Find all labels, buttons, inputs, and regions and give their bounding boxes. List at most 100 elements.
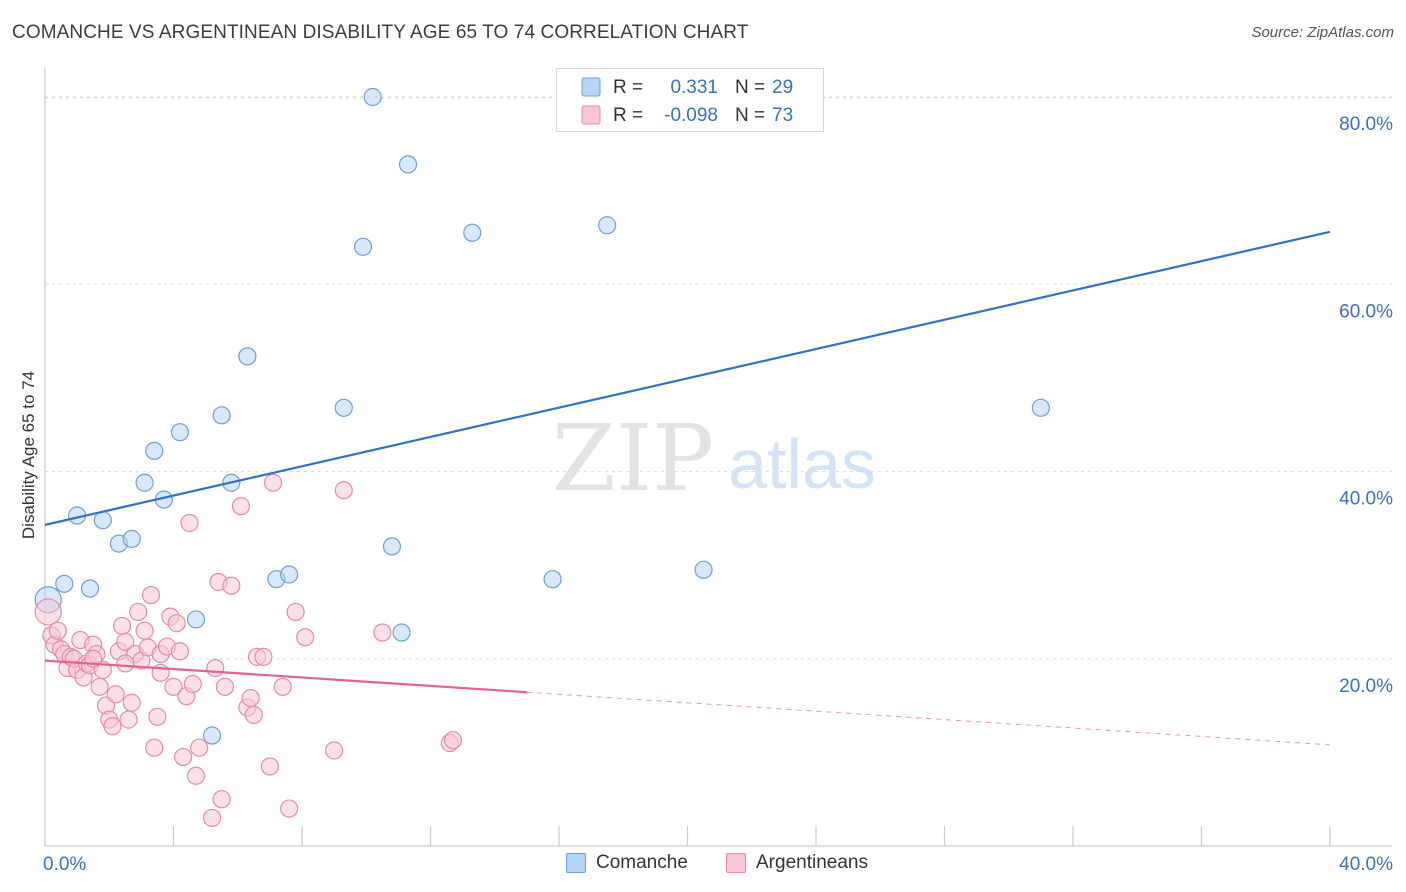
argentinean-point bbox=[174, 747, 193, 767]
argentinean-point bbox=[116, 632, 135, 651]
argentinean-legend-swatch bbox=[581, 105, 601, 125]
argentinean-point bbox=[116, 654, 135, 673]
argentinean-point bbox=[167, 614, 186, 633]
y-tick-label-80: 80.0% bbox=[1339, 114, 1393, 135]
comanche-point bbox=[543, 570, 562, 589]
comanche-point bbox=[398, 155, 418, 174]
comanche-point bbox=[80, 579, 100, 598]
argentinean-point bbox=[244, 705, 263, 725]
y-axis-label: Disability Age 65 to 74 bbox=[19, 371, 38, 539]
argentinean-point bbox=[180, 513, 199, 533]
comanche-point bbox=[463, 223, 482, 242]
chart-title: COMANCHE VS ARGENTINEAN DISABILITY AGE 6… bbox=[12, 22, 749, 43]
argentinean-point bbox=[183, 674, 202, 694]
argentinean-legend-label: Argentineans bbox=[756, 852, 868, 873]
argentinean-point bbox=[148, 707, 167, 726]
argentinean-point bbox=[325, 741, 344, 760]
comanche-point bbox=[1031, 398, 1050, 417]
argentinean-point bbox=[296, 628, 315, 647]
argentinean-point bbox=[286, 602, 305, 622]
comanche-point bbox=[145, 441, 164, 461]
argentinean-point bbox=[190, 738, 209, 757]
argentinean-point bbox=[231, 497, 251, 516]
argentinean-point bbox=[145, 738, 164, 757]
comanche-point bbox=[392, 623, 411, 642]
watermark: ZIP atlas bbox=[552, 405, 876, 512]
comanche-point bbox=[122, 529, 141, 549]
argentinean-trend-line bbox=[44, 659, 527, 694]
legend-item-argentineans: Argentineans bbox=[726, 852, 868, 874]
comanche-point bbox=[280, 565, 299, 584]
comanche-point bbox=[694, 560, 713, 579]
legend-item-comanche: Comanche bbox=[566, 852, 688, 874]
argentinean-point bbox=[260, 757, 279, 776]
argentinean-r-value: -0.098 bbox=[664, 105, 718, 126]
argentinean-point bbox=[273, 677, 292, 696]
stats-legend-graphic: R = 0.331 N = 29 R = -0.098 N = 73 bbox=[581, 77, 793, 126]
comanche-n-label: N = bbox=[735, 77, 765, 98]
argentinean-point bbox=[263, 473, 283, 492]
argentinean-n-label: N = bbox=[735, 105, 765, 126]
argentinean-point bbox=[34, 598, 62, 626]
comanche-r-label: R = bbox=[613, 77, 643, 98]
argentinean-point bbox=[106, 685, 125, 704]
comanche-legend-swatch bbox=[581, 77, 601, 97]
argentinean-swatch bbox=[726, 853, 746, 873]
axis-layer bbox=[44, 68, 1392, 847]
comanche-point bbox=[55, 574, 74, 593]
argentinean-point bbox=[48, 621, 67, 640]
argentinean-point bbox=[373, 623, 392, 642]
argentinean-point bbox=[112, 616, 132, 636]
comanche-point bbox=[238, 347, 257, 366]
argentinean-point bbox=[164, 677, 183, 696]
argentinean-point bbox=[90, 677, 109, 696]
comanche-swatch bbox=[566, 853, 586, 873]
argentinean-point bbox=[141, 585, 161, 605]
argentinean-n-value: 73 bbox=[772, 105, 793, 126]
y-tick-label-20: 20.0% bbox=[1339, 676, 1393, 697]
argentinean-point bbox=[443, 731, 463, 750]
argentinean-r-label: R = bbox=[613, 105, 643, 126]
comanche-point bbox=[382, 537, 402, 556]
argentinean-trend-extension bbox=[526, 691, 1331, 746]
argentinean-point bbox=[103, 717, 122, 736]
argentinean-point bbox=[254, 647, 273, 666]
y-tick-label-60: 60.0% bbox=[1339, 301, 1393, 322]
argentinean-point bbox=[170, 642, 190, 661]
comanche-point bbox=[93, 511, 112, 530]
comanche-point bbox=[353, 237, 373, 256]
points-layer bbox=[34, 87, 1050, 828]
comanche-point bbox=[212, 406, 231, 425]
comanche-r-value: 0.331 bbox=[670, 77, 718, 98]
watermark-zip: ZIP bbox=[552, 405, 714, 512]
comanche-point bbox=[202, 726, 222, 745]
argentinean-point bbox=[241, 688, 260, 708]
argentinean-point bbox=[119, 710, 138, 729]
comanche-point bbox=[170, 423, 190, 442]
x-tick-label-min: 0.0% bbox=[43, 854, 86, 875]
comanche-legend-label: Comanche bbox=[596, 852, 688, 873]
comanche-point bbox=[135, 473, 154, 492]
watermark-atlas: atlas bbox=[728, 425, 876, 503]
y-tick-label-40: 40.0% bbox=[1339, 489, 1393, 510]
argentinean-point bbox=[135, 621, 154, 640]
tick-labels: 20.0% 40.0% 60.0% 80.0% 0.0% 40.0% bbox=[43, 114, 1393, 875]
argentinean-point bbox=[186, 766, 206, 785]
comanche-point bbox=[334, 398, 353, 417]
comanche-point bbox=[598, 216, 617, 235]
trend-layer bbox=[44, 230, 1331, 746]
argentinean-point bbox=[334, 481, 353, 500]
x-tick-label-max: 40.0% bbox=[1339, 854, 1393, 875]
comanche-point bbox=[186, 610, 206, 629]
argentinean-point bbox=[202, 808, 222, 828]
argentinean-point bbox=[206, 659, 225, 678]
argentinean-point bbox=[212, 790, 231, 809]
stats-legend: R = 0.331 N = 29 R = -0.098 N = 73 bbox=[556, 68, 824, 132]
grid-layer bbox=[45, 96, 1392, 660]
source-credit: Source: ZipAtlas.com bbox=[1251, 24, 1394, 41]
argentinean-point bbox=[280, 799, 299, 818]
argentinean-point bbox=[222, 576, 241, 595]
argentinean-point bbox=[122, 693, 141, 712]
comanche-n-value: 29 bbox=[772, 77, 793, 98]
